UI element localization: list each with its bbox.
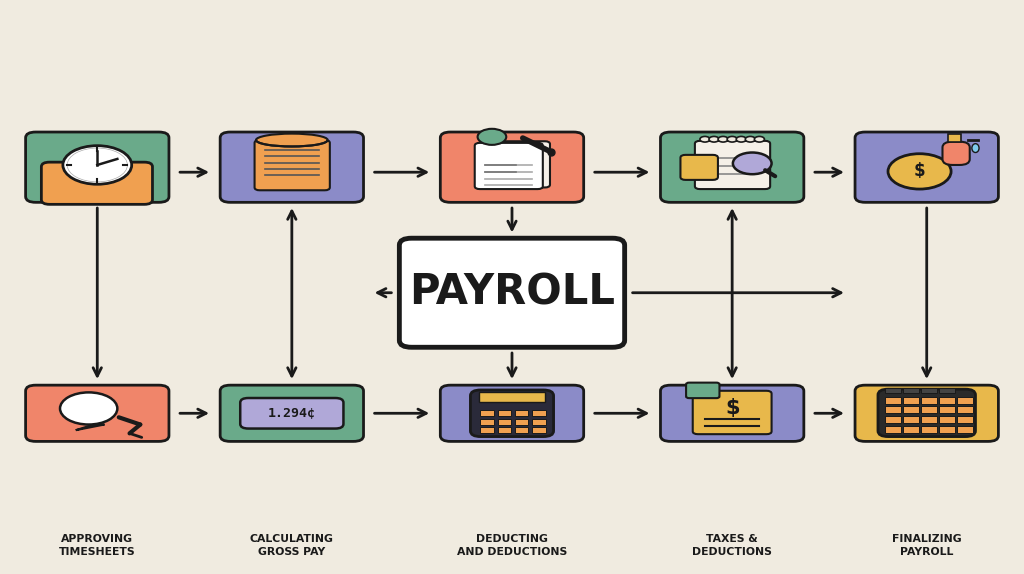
Bar — [921, 416, 937, 423]
Bar — [903, 397, 919, 404]
FancyBboxPatch shape — [695, 141, 770, 189]
Bar — [515, 427, 528, 433]
FancyBboxPatch shape — [440, 385, 584, 441]
Bar — [480, 427, 494, 433]
Circle shape — [62, 146, 132, 184]
Bar — [921, 426, 937, 433]
FancyBboxPatch shape — [686, 383, 720, 398]
Bar — [921, 397, 937, 404]
FancyBboxPatch shape — [241, 398, 343, 429]
Bar — [956, 426, 973, 433]
Bar — [921, 406, 937, 413]
Circle shape — [727, 137, 737, 142]
Bar — [885, 416, 901, 423]
FancyBboxPatch shape — [878, 389, 976, 437]
Text: PAYROLL: PAYROLL — [409, 272, 615, 314]
Bar — [939, 406, 954, 413]
Bar — [885, 397, 901, 404]
FancyBboxPatch shape — [475, 143, 543, 189]
Bar — [903, 406, 919, 413]
Ellipse shape — [972, 144, 979, 153]
FancyBboxPatch shape — [26, 132, 169, 203]
Circle shape — [68, 148, 127, 182]
FancyBboxPatch shape — [255, 140, 330, 191]
FancyBboxPatch shape — [26, 385, 169, 441]
Bar — [532, 410, 546, 417]
FancyBboxPatch shape — [399, 238, 625, 347]
Bar — [903, 426, 919, 433]
Bar — [532, 427, 546, 433]
Bar — [532, 419, 546, 425]
FancyBboxPatch shape — [855, 132, 998, 203]
Bar — [480, 410, 494, 417]
Bar — [515, 419, 528, 425]
Bar — [956, 397, 973, 404]
Text: FINALIZING
PAYROLL: FINALIZING PAYROLL — [892, 534, 962, 557]
Bar — [480, 419, 494, 425]
FancyBboxPatch shape — [470, 390, 554, 437]
Circle shape — [733, 153, 772, 174]
Bar — [498, 410, 511, 417]
FancyBboxPatch shape — [680, 155, 718, 180]
FancyBboxPatch shape — [692, 391, 772, 434]
Bar — [948, 134, 962, 142]
Bar — [956, 416, 973, 423]
Bar — [498, 419, 511, 425]
Bar — [939, 397, 954, 404]
Bar — [885, 389, 901, 393]
FancyBboxPatch shape — [41, 162, 153, 204]
FancyBboxPatch shape — [440, 132, 584, 203]
Bar — [956, 406, 973, 413]
Circle shape — [709, 137, 719, 142]
Circle shape — [888, 154, 951, 189]
Bar — [515, 410, 528, 417]
FancyBboxPatch shape — [660, 132, 804, 203]
FancyBboxPatch shape — [220, 132, 364, 203]
Bar — [921, 389, 937, 393]
Text: CALCULATING
GROSS PAY: CALCULATING GROSS PAY — [250, 534, 334, 557]
Ellipse shape — [256, 134, 328, 146]
Bar — [498, 427, 511, 433]
Text: DEDUCTING
AND DEDUCTIONS: DEDUCTING AND DEDUCTIONS — [457, 534, 567, 557]
FancyBboxPatch shape — [482, 141, 550, 188]
Text: TAXES &
DEDUCTIONS: TAXES & DEDUCTIONS — [692, 534, 772, 557]
FancyBboxPatch shape — [855, 385, 998, 441]
Bar — [903, 389, 919, 393]
FancyBboxPatch shape — [942, 142, 970, 165]
Text: 1.294¢: 1.294¢ — [268, 407, 315, 420]
Circle shape — [745, 137, 756, 142]
Text: APPROVING
TIMESHEETS: APPROVING TIMESHEETS — [59, 534, 135, 557]
Text: $: $ — [725, 398, 739, 418]
Bar — [939, 416, 954, 423]
Bar — [479, 393, 545, 402]
Bar — [939, 426, 954, 433]
Circle shape — [736, 137, 746, 142]
Circle shape — [477, 129, 506, 145]
Bar — [939, 389, 954, 393]
FancyBboxPatch shape — [220, 385, 364, 441]
Circle shape — [718, 137, 728, 142]
Polygon shape — [76, 425, 104, 430]
Circle shape — [700, 137, 710, 142]
Bar — [903, 416, 919, 423]
Circle shape — [755, 137, 764, 142]
Bar — [885, 406, 901, 413]
FancyBboxPatch shape — [660, 385, 804, 441]
Circle shape — [60, 393, 118, 425]
Text: $: $ — [913, 162, 926, 180]
Bar — [885, 426, 901, 433]
